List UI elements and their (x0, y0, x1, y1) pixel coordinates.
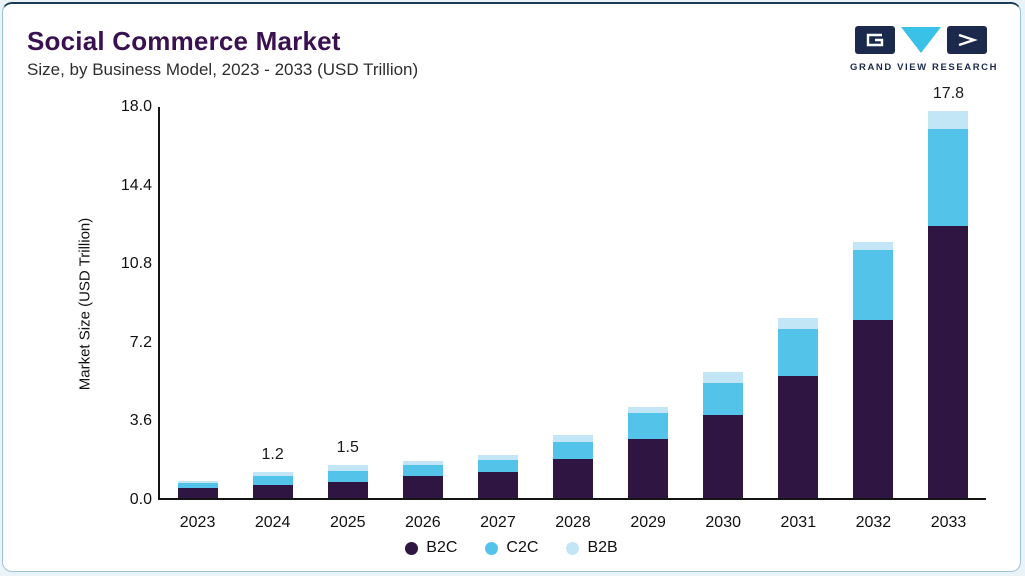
bar-segment-b2b-2029[interactable] (628, 406, 669, 414)
bar-2031[interactable] (778, 107, 819, 498)
y-tick-label: 7.2 (129, 333, 152, 351)
bar-2029[interactable] (628, 107, 669, 498)
bar-group-2033: 17.8 2033 (911, 85, 986, 531)
bar-segment-b2b-2024[interactable] (252, 471, 293, 477)
logo-text: GRAND VIEW RESEARCH (850, 62, 999, 73)
bar-2033[interactable] (928, 107, 969, 498)
bar-segment-b2b-2025[interactable] (327, 465, 368, 471)
bar-group-2026: 2026 (385, 107, 460, 531)
bar-2025[interactable] (327, 107, 368, 498)
bar-segment-b2c-2025[interactable] (327, 481, 368, 498)
legend-dot (405, 541, 419, 555)
x-tick-label: 2024 (254, 514, 291, 531)
bar-segment-b2b-2030[interactable] (703, 372, 744, 383)
bar-segment-b2b-2028[interactable] (553, 435, 594, 442)
x-tick-label: 2033 (930, 514, 967, 531)
bar-group-2032: 2032 (836, 107, 911, 531)
y-tick-label: 18.0 (120, 98, 152, 115)
bar-segment-b2c-2029[interactable] (628, 439, 669, 498)
grand-view-research-logo: GRAND VIEW RESEARCH (850, 26, 999, 73)
bar-2027[interactable] (477, 107, 518, 498)
bar-segment-c2c-2029[interactable] (628, 413, 669, 440)
page-subtitle: Size, by Business Model, 2023 - 2033 (US… (27, 60, 419, 79)
bar-segment-b2c-2031[interactable] (778, 376, 819, 498)
y-tick-label: 14.4 (120, 176, 152, 194)
bar-segment-b2c-2033[interactable] (928, 226, 969, 498)
x-tick-label: 2032 (855, 514, 892, 531)
x-tick-label: 2029 (630, 514, 666, 531)
bar-2024[interactable] (252, 107, 293, 498)
legend-item-c2c[interactable]: C2C (485, 539, 538, 557)
x-tick-label: 2026 (405, 514, 441, 531)
y-tick-label: 3.6 (129, 412, 152, 430)
bar-segment-c2c-2026[interactable] (402, 465, 443, 477)
bar-segment-b2b-2023[interactable] (177, 480, 218, 483)
bar-segment-b2b-2033[interactable] (928, 111, 969, 129)
bar-2032[interactable] (853, 107, 894, 498)
y-axis-title: Market Size (USD Trillion) (76, 217, 94, 391)
bar-segment-b2c-2027[interactable] (477, 471, 518, 498)
bar-segment-b2c-2028[interactable] (553, 458, 594, 498)
y-axis-ticks: 18.0 14.4 10.8 7.2 3.6 0.0 (94, 98, 152, 508)
bar-segment-b2b-2027[interactable] (477, 454, 518, 460)
bar-segment-c2c-2024[interactable] (252, 476, 293, 485)
bar-segment-b2b-2026[interactable] (402, 461, 443, 466)
x-tick-label: 2031 (780, 514, 817, 531)
legend-item-b2b[interactable]: B2B (566, 539, 618, 557)
bar-segment-c2c-2031[interactable] (778, 328, 819, 377)
bar-group-2027: 2027 (460, 107, 535, 531)
page-title: Social Commerce Market (27, 26, 341, 56)
bar-group-2031: 2031 (761, 107, 836, 531)
bar-total-label: 17.8 (932, 85, 965, 103)
bar-group-2024: 1.2 2024 (235, 107, 310, 531)
legend-dot (566, 541, 580, 555)
bar-2023[interactable] (177, 107, 218, 498)
bar-segment-c2c-2027[interactable] (477, 460, 518, 472)
bar-segment-c2c-2023[interactable] (177, 482, 218, 489)
x-tick-label: 2028 (555, 514, 591, 531)
x-tick-label: 2030 (705, 514, 741, 531)
legend-label: B2B (587, 539, 618, 556)
chart-legend: B2C C2C B2B (3, 539, 1020, 557)
bar-group-2028: 2028 (535, 107, 610, 531)
bar-segment-b2c-2030[interactable] (703, 415, 744, 498)
bar-total-label: 1.2 (261, 445, 284, 463)
bar-segment-c2c-2025[interactable] (327, 470, 368, 482)
y-tick-label: 10.8 (120, 255, 152, 273)
bar-segment-b2c-2026[interactable] (402, 476, 443, 498)
bar-segment-b2c-2023[interactable] (177, 488, 218, 498)
bar-total-label: 1.5 (336, 439, 359, 457)
bar-segment-c2c-2032[interactable] (853, 250, 894, 320)
logo-mark-icon (855, 26, 987, 54)
x-tick-label: 2027 (480, 514, 516, 531)
bar-segment-b2b-2031[interactable] (778, 317, 819, 329)
y-tick-label: 0.0 (129, 491, 152, 508)
bar-2026[interactable] (402, 107, 443, 498)
bar-2030[interactable] (703, 107, 744, 498)
bar-segment-c2c-2028[interactable] (553, 441, 594, 459)
bar-segment-b2c-2024[interactable] (252, 484, 293, 498)
legend-dot (485, 541, 499, 555)
bar-group-2025: 1.5 2025 (310, 107, 385, 531)
bar-segment-b2b-2032[interactable] (853, 241, 894, 251)
bar-group-2030: 2030 (686, 107, 761, 531)
bar-segment-b2c-2032[interactable] (853, 319, 894, 498)
bar-segment-c2c-2033[interactable] (928, 128, 969, 227)
bar-group-2029: 2029 (611, 107, 686, 531)
plot-area: 2023 1.2 2024 1.5 2025 2026 2027 2028 2029 2030 20… (158, 85, 986, 531)
bar-2028[interactable] (553, 107, 594, 498)
bar-segment-c2c-2030[interactable] (703, 382, 744, 416)
bar-group-2023: 2023 (160, 107, 235, 531)
legend-item-b2c[interactable]: B2C (405, 539, 457, 557)
x-tick-label: 2023 (179, 514, 216, 531)
legend-label: C2C (506, 539, 539, 556)
legend-label: B2C (426, 539, 458, 556)
x-tick-label: 2025 (329, 514, 366, 531)
